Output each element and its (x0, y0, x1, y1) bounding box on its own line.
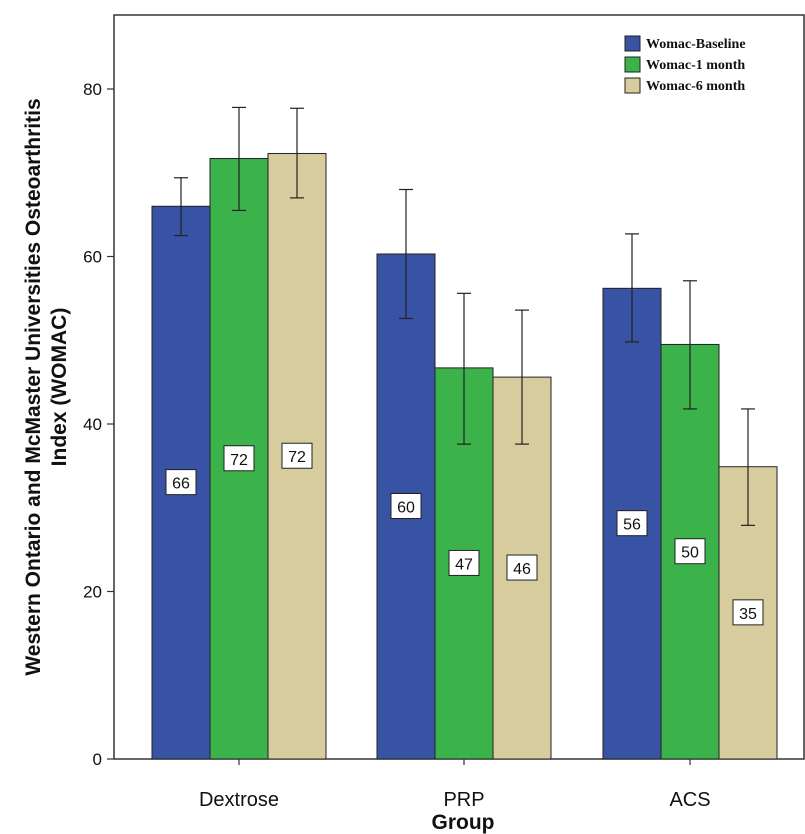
value-label-box (506, 554, 538, 581)
legend: Womac-Baseline Womac-1 month Womac-6 month (624, 35, 746, 94)
legend-swatch (624, 56, 641, 73)
value-label-box (448, 549, 480, 576)
legend-label: Womac-1 month (646, 58, 745, 73)
y-tick-label: 80 (83, 80, 102, 99)
y-axis: 0 20 40 60 80 (83, 80, 114, 769)
y-tick-label: 60 (83, 248, 102, 267)
value-label-box (674, 538, 706, 565)
value-label: 50 (681, 545, 699, 562)
value-label: 35 (739, 606, 757, 623)
bars (151, 152, 778, 760)
value-label: 56 (623, 517, 641, 534)
y-tick-label: 40 (83, 415, 102, 434)
value-label-box (616, 510, 648, 537)
legend-swatch (624, 35, 641, 52)
value-labels: 66 72 72 60 47 46 56 50 35 (165, 442, 764, 626)
y-axis-title-line1: Western Ontario and McMaster Universitie… (22, 98, 45, 675)
value-label: 46 (513, 561, 531, 578)
value-label: 66 (172, 476, 190, 493)
x-axis: Dextrose PRP ACS (199, 759, 711, 811)
x-tick-label: PRP (443, 789, 484, 811)
value-label-box (732, 599, 764, 626)
y-tick-label: 20 (83, 583, 102, 602)
x-tick-label: Dextrose (199, 789, 279, 811)
value-label: 72 (230, 452, 248, 469)
legend-swatch (624, 77, 641, 94)
value-label: 47 (455, 556, 473, 573)
y-tick-label: 0 (93, 750, 102, 769)
legend-label: Womac-Baseline (646, 37, 746, 52)
value-label-box (281, 442, 313, 469)
value-label: 60 (397, 499, 415, 516)
legend-label: Womac-6 month (646, 79, 745, 94)
value-label-box (390, 492, 422, 519)
value-label-box (223, 445, 255, 472)
y-axis-title-line2: Index (WOMAC) (48, 308, 71, 467)
x-tick-label: ACS (669, 789, 710, 811)
value-label-box (165, 469, 197, 496)
x-axis-title: Group (432, 811, 495, 834)
error-bars (174, 106, 755, 526)
value-label: 72 (288, 449, 306, 466)
